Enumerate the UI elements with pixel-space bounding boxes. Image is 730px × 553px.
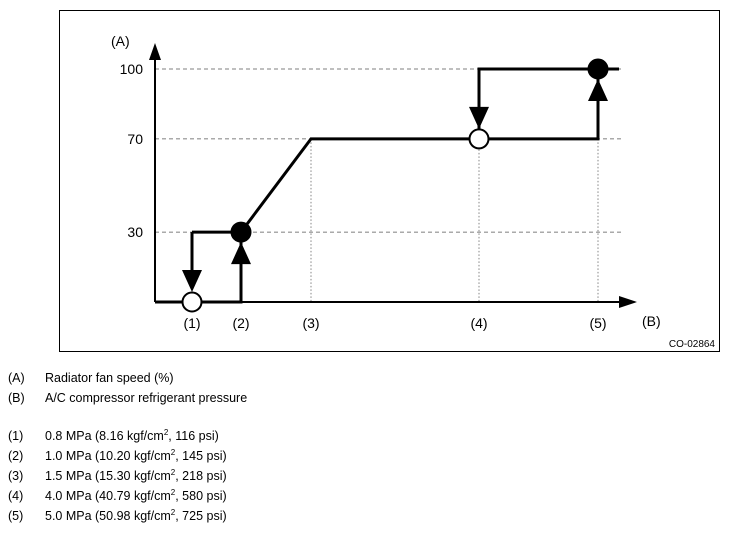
filled-marker bbox=[587, 58, 609, 80]
legend-key: (B) bbox=[8, 391, 25, 405]
series-lines bbox=[155, 67, 619, 304]
fan-speed-chart: 30 70 100 (1) (2) (3) (4) (5) (A) (B) CO-02864 bbox=[59, 10, 720, 352]
superscript: 2 bbox=[170, 508, 176, 517]
legend-text: 0.8 MPa (8.16 kgf/cm2, 116 psi) bbox=[45, 428, 219, 444]
legend-key: (1) bbox=[8, 429, 24, 443]
state-markers bbox=[181, 58, 609, 313]
arrowhead-up bbox=[231, 242, 251, 265]
open-marker bbox=[468, 128, 490, 150]
legend-row-point: (5) 5.0 MPa (50.98 kgf/cm2, 725 psi) bbox=[8, 506, 260, 526]
legend-text: 1.0 MPa (10.20 kgf/cm2, 145 psi) bbox=[45, 448, 227, 464]
series-line-rising bbox=[155, 67, 619, 304]
open-marker bbox=[181, 291, 203, 313]
x-tick-label: (4) bbox=[470, 315, 487, 331]
direction-arrows bbox=[182, 69, 608, 302]
figure-code: CO-02864 bbox=[669, 339, 716, 350]
legend: (A) Radiator fan speed (%) (B) A/C compr… bbox=[8, 368, 260, 526]
legend-key: (3) bbox=[8, 469, 24, 483]
pressure-list: (1) 0.8 MPa (8.16 kgf/cm2, 116 psi) (2) 1.0… bbox=[8, 426, 260, 526]
superscript: 2 bbox=[170, 468, 176, 477]
axes bbox=[149, 43, 637, 308]
legend-row-point: (4) 4.0 MPa (40.79 kgf/cm2, 580 psi) bbox=[8, 486, 260, 506]
legend-text: A/C compressor refrigerant pressure bbox=[45, 391, 248, 405]
arrowhead-down bbox=[469, 106, 489, 129]
arrowhead-up bbox=[588, 79, 608, 101]
x-tick-label: (1) bbox=[183, 315, 200, 331]
x-tick-label: (3) bbox=[302, 315, 319, 331]
legend-row-b: (B) A/C compressor refrigerant pressure bbox=[8, 388, 260, 408]
x-axis-arrowhead bbox=[619, 296, 637, 308]
filled-marker bbox=[230, 221, 252, 243]
legend-key: (2) bbox=[8, 449, 24, 463]
x-axis-label: (B) bbox=[642, 313, 661, 329]
legend-row-point: (1) 0.8 MPa (8.16 kgf/cm2, 116 psi) bbox=[8, 426, 260, 446]
legend-text: 4.0 MPa (40.79 kgf/cm2, 580 psi) bbox=[45, 488, 227, 504]
legend-row-point: (3) 1.5 MPa (15.30 kgf/cm2, 218 psi) bbox=[8, 466, 260, 486]
legend-text: 1.5 MPa (15.30 kgf/cm2, 218 psi) bbox=[45, 468, 227, 484]
y-tick-label: 70 bbox=[127, 131, 143, 147]
legend-text: Radiator fan speed (%) bbox=[45, 371, 174, 385]
legend-key: (A) bbox=[8, 371, 25, 385]
superscript: 2 bbox=[170, 488, 176, 497]
legend-row-point: (2) 1.0 MPa (10.20 kgf/cm2, 145 psi) bbox=[8, 446, 260, 466]
grid-lines bbox=[155, 68, 622, 302]
x-tick-label: (5) bbox=[589, 315, 606, 331]
y-tick-label: 30 bbox=[127, 224, 143, 240]
x-tick-label: (2) bbox=[232, 315, 249, 331]
y-tick-label: 100 bbox=[120, 61, 144, 77]
tick-labels: 30 70 100 (1) (2) (3) (4) (5) bbox=[120, 61, 607, 331]
superscript: 2 bbox=[163, 428, 169, 437]
chart-frame bbox=[59, 10, 720, 352]
y-axis-label: (A) bbox=[111, 33, 130, 49]
y-axis-arrowhead bbox=[149, 43, 161, 60]
legend-row-a: (A) Radiator fan speed (%) bbox=[8, 368, 260, 388]
superscript: 2 bbox=[170, 448, 176, 457]
series-line-falling-high bbox=[477, 67, 598, 139]
legend-text: 5.0 MPa (50.98 kgf/cm2, 725 psi) bbox=[45, 508, 227, 524]
arrowhead-down bbox=[182, 270, 202, 292]
legend-key: (4) bbox=[8, 489, 24, 503]
legend-key: (5) bbox=[8, 509, 24, 523]
